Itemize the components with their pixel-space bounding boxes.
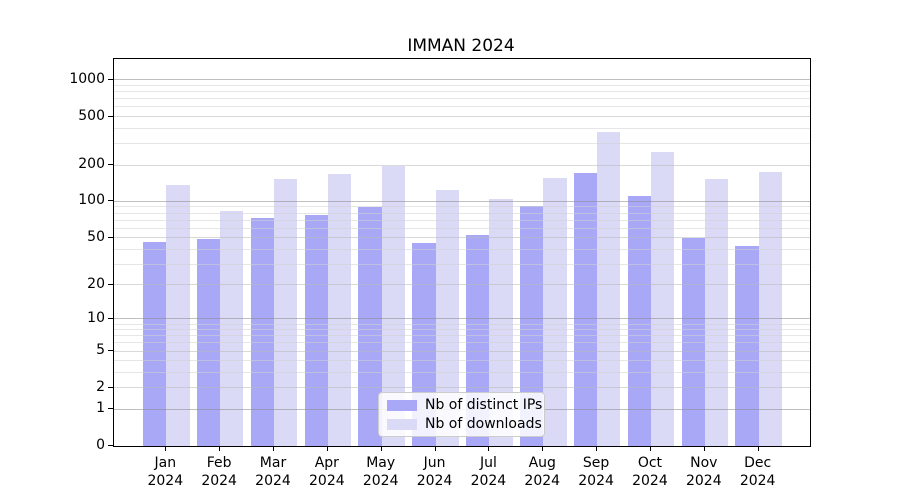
- x-tick-mark-may: [380, 446, 382, 451]
- y-tick-label-0: 0: [96, 437, 105, 453]
- bar-downloads-oct: [650, 152, 675, 446]
- x-tick-mark-feb: [219, 446, 221, 451]
- bar-distinct-ips-apr: [304, 214, 328, 446]
- y-tick-label-500: 500: [78, 107, 105, 124]
- plot-area: [113, 58, 811, 447]
- bar-distinct-ips-mar: [250, 217, 274, 446]
- x-tick-label-mar: Mar 2024: [255, 455, 291, 489]
- y-tick-mark-100: [108, 200, 113, 202]
- y-tick-label-2: 2: [96, 378, 105, 395]
- y-tick-label-200: 200: [78, 156, 105, 172]
- bar-downloads-apr: [327, 173, 352, 446]
- legend-label: Nb of distinct IPs: [425, 397, 543, 413]
- y-tick-mark-50: [108, 236, 113, 238]
- bar-downloads-jul: [489, 199, 513, 446]
- bar-downloads-jan: [166, 184, 190, 446]
- legend-swatch-icon: [387, 399, 417, 411]
- y-tick-label-100: 100: [78, 192, 105, 209]
- x-tick-mark-jul: [488, 446, 490, 451]
- x-tick-label-jul: Jul 2024: [470, 455, 507, 489]
- bar-downloads-dec: [758, 171, 782, 446]
- y-tick-label-10: 10: [87, 309, 105, 326]
- y-tick-mark-10: [108, 317, 113, 319]
- y-tick-label-1: 1: [96, 400, 105, 417]
- bar-distinct-ips-nov: [681, 237, 705, 446]
- bar-distinct-ips-oct: [627, 196, 651, 446]
- x-tick-label-aug: Aug 2024: [524, 455, 561, 489]
- chart-title: IMMAN 2024: [407, 36, 515, 56]
- x-tick-mark-oct: [649, 446, 651, 451]
- bar-downloads-mar: [274, 178, 298, 446]
- y-tick-mark-0: [108, 445, 113, 446]
- y-tick-mark-200: [108, 164, 113, 165]
- legend-item-downloads: Nb of downloads: [379, 416, 544, 432]
- bar-downloads-nov: [704, 178, 729, 446]
- x-tick-mark-jun: [434, 446, 436, 451]
- x-tick-mark-nov: [703, 446, 705, 451]
- bar-downloads-feb: [220, 211, 244, 446]
- bar-distinct-ips-feb: [196, 238, 221, 446]
- x-tick-label-nov: Nov 2024: [685, 455, 722, 489]
- bar-distinct-ips-jan: [143, 242, 167, 446]
- x-tick-label-sep: Sep 2024: [578, 455, 614, 489]
- x-tick-label-jun: Jun 2024: [416, 455, 453, 489]
- x-tick-label-jan: Jan 2024: [147, 455, 184, 489]
- legend-item-distinct-ips: Nb of distinct IPs: [379, 397, 544, 413]
- bar-distinct-ips-sep: [573, 172, 598, 446]
- x-tick-mark-dec: [757, 446, 759, 451]
- bar-downloads-may: [381, 165, 405, 446]
- y-tick-mark-500: [108, 115, 113, 117]
- bar-downloads-aug: [543, 178, 567, 446]
- x-tick-label-feb: Feb 2024: [201, 455, 237, 489]
- legend-label: Nb of downloads: [425, 416, 542, 432]
- bar-distinct-ips-aug: [519, 206, 544, 446]
- bar-downloads-jun: [435, 190, 459, 446]
- bar-downloads-sep: [597, 132, 621, 446]
- y-tick-label-20: 20: [87, 275, 105, 292]
- bar-distinct-ips-may: [358, 207, 382, 446]
- x-tick-mark-mar: [273, 446, 274, 451]
- y-tick-mark-5: [108, 350, 113, 352]
- y-tick-label-5: 5: [96, 342, 105, 359]
- y-tick-label-50: 50: [87, 228, 105, 245]
- y-tick-mark-20: [108, 283, 113, 285]
- x-tick-label-dec: Dec 2024: [739, 455, 776, 489]
- y-tick-label-1000: 1000: [69, 70, 105, 87]
- x-tick-label-oct: Oct 2024: [632, 455, 668, 489]
- y-tick-mark-2: [108, 386, 113, 388]
- bars-layer: [114, 59, 810, 446]
- x-tick-label-apr: Apr 2024: [309, 455, 345, 489]
- y-tick-mark-1: [108, 408, 113, 410]
- chart-legend: Nb of distinct IPs Nb of downloads: [378, 392, 545, 437]
- x-tick-mark-jan: [165, 446, 167, 451]
- y-tick-mark-1000: [108, 78, 113, 80]
- x-tick-mark-sep: [596, 446, 598, 451]
- bar-distinct-ips-dec: [735, 245, 759, 446]
- legend-swatch-icon: [387, 418, 417, 430]
- x-tick-mark-aug: [542, 446, 544, 451]
- x-tick-label-may: May 2024: [362, 455, 399, 489]
- x-tick-mark-apr: [326, 446, 328, 451]
